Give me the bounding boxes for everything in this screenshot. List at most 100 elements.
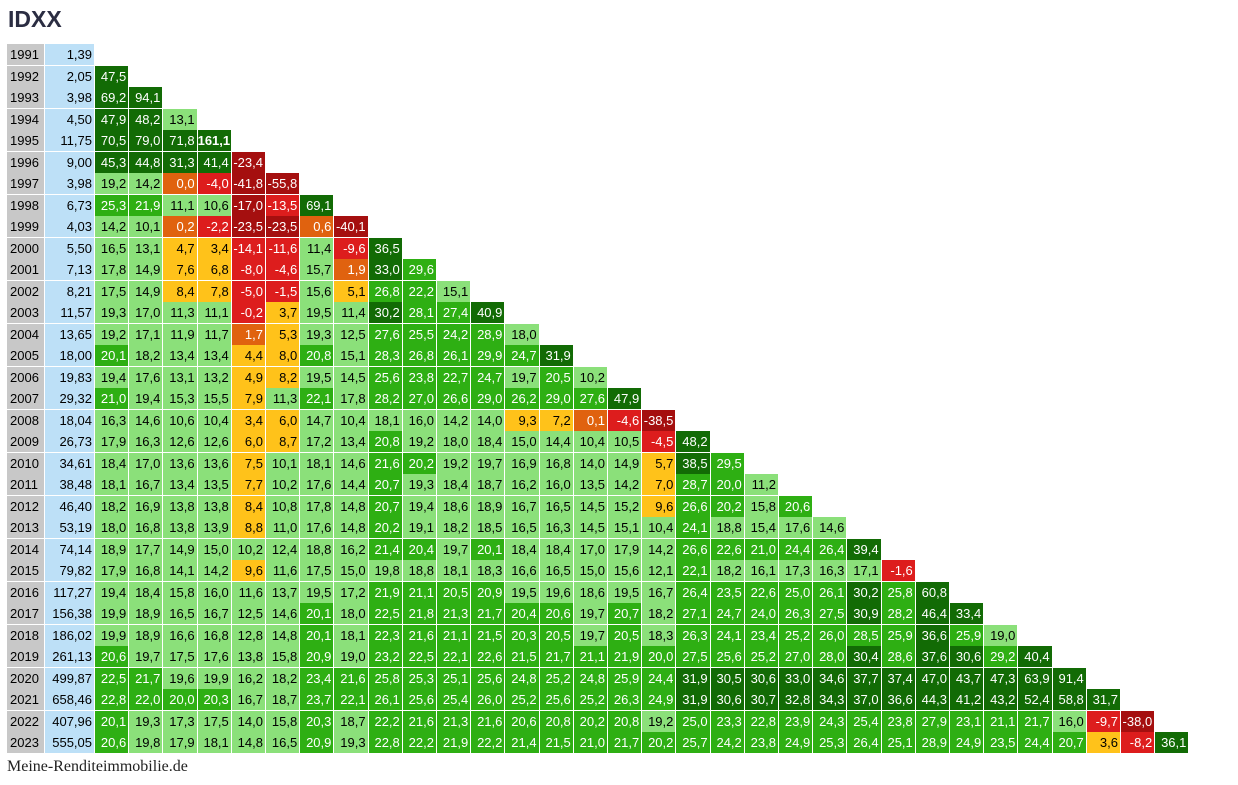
return-cell: 14,9 <box>163 538 197 560</box>
year-label: 2016 <box>7 581 44 603</box>
return-cell: 30,6 <box>710 689 744 710</box>
return-cell: 7,9 <box>231 388 265 409</box>
return-cell: 21,1 <box>573 646 607 667</box>
return-cell: 10,6 <box>163 409 197 431</box>
return-cell: 25,1 <box>437 667 471 689</box>
return-cell: 25,4 <box>437 689 471 710</box>
return-cell: 26,1 <box>437 345 471 366</box>
return-cell: 12,5 <box>334 323 368 345</box>
return-cell: 5,1 <box>334 280 368 302</box>
return-cell: 24,0 <box>744 603 778 624</box>
return-cell: 26,4 <box>847 732 881 753</box>
return-cell: 21,4 <box>368 538 402 560</box>
return-cell: 22,2 <box>471 732 505 753</box>
price-cell: 9,00 <box>45 151 94 173</box>
return-cell: 29,0 <box>539 388 573 409</box>
return-cell: 16,2 <box>231 667 265 689</box>
return-cell: 18,6 <box>573 581 607 603</box>
return-cell: 23,9 <box>779 710 813 732</box>
return-cell: 18,5 <box>471 517 505 538</box>
return-cell: 20,1 <box>471 538 505 560</box>
return-cell: 20,5 <box>539 624 573 646</box>
return-cell: 21,5 <box>505 646 539 667</box>
return-cell: 21,6 <box>334 667 368 689</box>
return-cell: 17,9 <box>608 538 642 560</box>
return-cell: 14,9 <box>608 452 642 474</box>
price-cell: 11,57 <box>45 302 94 323</box>
return-cell: 11,2 <box>744 474 778 495</box>
return-cell: -17,0 <box>231 194 265 216</box>
year-label: 2021 <box>7 689 44 710</box>
return-cell: 60,8 <box>915 581 949 603</box>
year-label: 1991 <box>7 44 44 65</box>
year-label: 2023 <box>7 732 44 753</box>
return-cell: 44,3 <box>915 689 949 710</box>
return-cell: 27,5 <box>676 646 710 667</box>
return-cell: 18,4 <box>505 538 539 560</box>
year-label: 1999 <box>7 216 44 237</box>
return-cell: 16,5 <box>505 517 539 538</box>
return-cell: 18,3 <box>471 560 505 581</box>
return-cell: 15,5 <box>197 388 231 409</box>
return-cell: 18,4 <box>539 538 573 560</box>
return-cell: 14,6 <box>334 452 368 474</box>
return-cell: 16,7 <box>642 581 676 603</box>
price-cell: 261,13 <box>45 646 94 667</box>
return-cell: 94,1 <box>129 87 163 108</box>
price-cell: 658,46 <box>45 689 94 710</box>
return-cell: 17,9 <box>95 560 129 581</box>
return-cell: 29,5 <box>710 452 744 474</box>
return-cell: 21,7 <box>471 603 505 624</box>
return-cell: 21,7 <box>129 667 163 689</box>
return-cell: 23,4 <box>300 667 334 689</box>
year-label: 2006 <box>7 366 44 388</box>
return-cell: 21,1 <box>437 624 471 646</box>
year-label: 2004 <box>7 323 44 345</box>
year-label: 2014 <box>7 538 44 560</box>
return-cell: 31,9 <box>676 667 710 689</box>
return-cell: 52,4 <box>1018 689 1052 710</box>
return-cell: 13,7 <box>266 581 300 603</box>
return-cell: 25,2 <box>779 624 813 646</box>
year-label: 2008 <box>7 409 44 431</box>
return-cell: 19,7 <box>129 646 163 667</box>
return-cell: 28,1 <box>402 302 436 323</box>
return-cell: 79,0 <box>129 130 163 151</box>
price-cell: 74,14 <box>45 538 94 560</box>
return-cell: 28,9 <box>471 323 505 345</box>
price-cell: 11,75 <box>45 130 94 151</box>
return-cell: 28,6 <box>881 646 915 667</box>
return-cell: 25,3 <box>813 732 847 753</box>
return-cell: 19,8 <box>129 732 163 753</box>
return-cell: 17,0 <box>573 538 607 560</box>
return-cell: 13,8 <box>231 646 265 667</box>
return-cell: 14,2 <box>437 409 471 431</box>
price-cell: 186,02 <box>45 624 94 646</box>
price-cell: 2,05 <box>45 65 94 87</box>
return-cell: 17,3 <box>779 560 813 581</box>
return-cell: 19,9 <box>197 667 231 689</box>
chart-title: IDXX <box>8 6 62 32</box>
return-cell: 16,9 <box>129 495 163 517</box>
return-cell: 16,5 <box>539 560 573 581</box>
return-cell: 16,8 <box>539 452 573 474</box>
return-cell: 45,3 <box>95 151 129 173</box>
return-cell: 30,6 <box>950 646 984 667</box>
return-cell: 40,9 <box>471 302 505 323</box>
price-cell: 499,87 <box>45 667 94 689</box>
return-cell: 23,4 <box>744 624 778 646</box>
return-cell: 1,9 <box>334 259 368 280</box>
return-cell: 10,2 <box>573 366 607 388</box>
return-cell: 13,4 <box>334 431 368 452</box>
return-cell: 20,3 <box>300 710 334 732</box>
return-cell: 17,8 <box>95 259 129 280</box>
return-cell: -5,0 <box>231 280 265 302</box>
return-cell: 20,9 <box>300 732 334 753</box>
return-cell: 13,8 <box>163 517 197 538</box>
return-cell: 16,2 <box>505 474 539 495</box>
return-cell: 26,4 <box>676 581 710 603</box>
return-cell: 16,3 <box>95 409 129 431</box>
return-cell: 31,9 <box>539 345 573 366</box>
return-cell: 18,2 <box>266 667 300 689</box>
return-cell: 11,3 <box>163 302 197 323</box>
